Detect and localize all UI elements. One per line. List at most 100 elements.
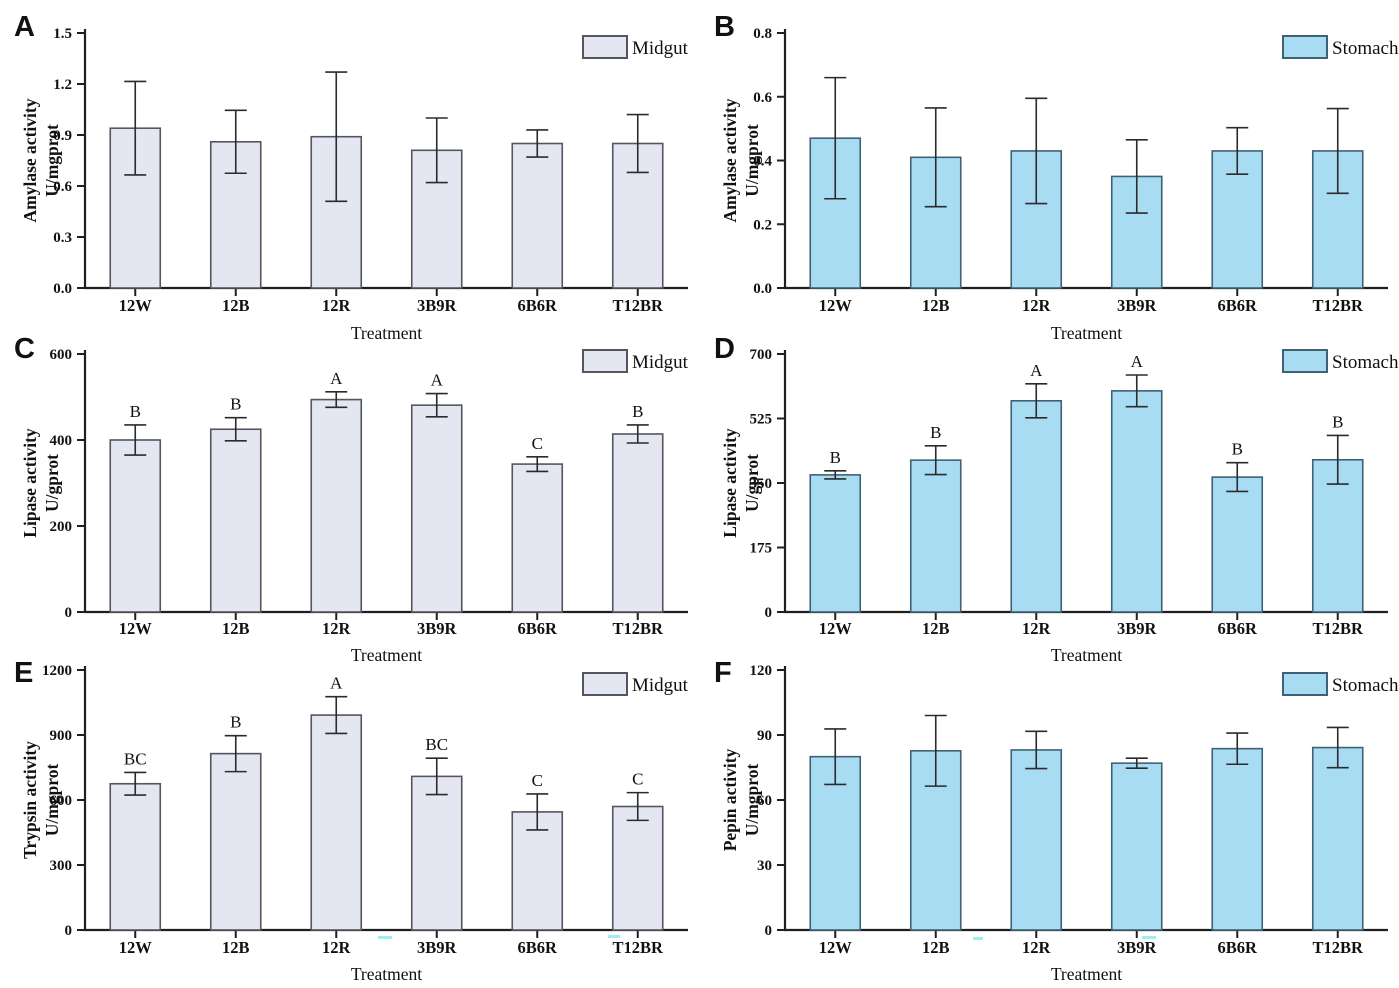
sig-letter-12B: B xyxy=(230,713,241,732)
x-tick-label: 6B6R xyxy=(1218,619,1259,638)
y-axis-label-line2: U/gprot xyxy=(42,454,62,512)
x-tick-label: 6B6R xyxy=(1218,296,1259,315)
error-bar-6B6R xyxy=(1226,126,1249,176)
x-axis-label: Treatment xyxy=(351,964,422,984)
y-tick-label: 0.9 xyxy=(53,128,72,144)
artifact-mark xyxy=(378,936,392,939)
error-bar-6B6R xyxy=(526,129,549,158)
error-bar-12B xyxy=(224,734,247,773)
x-tick-label: 12R xyxy=(1022,619,1052,638)
artifact-mark xyxy=(1142,936,1156,939)
bar-3B9R xyxy=(1110,762,1163,931)
bar-3B9R xyxy=(410,404,463,613)
bar-12B xyxy=(909,459,962,613)
y-axis-label-line1: Lipase activity xyxy=(20,428,40,538)
y-tick-label: 525 xyxy=(750,412,773,428)
error-bar-12R xyxy=(325,391,348,409)
y-tick-label: 0.8 xyxy=(753,26,772,42)
y-axis-label-line2: U/mgprot xyxy=(742,764,762,837)
y-tick-label: 600 xyxy=(50,793,73,809)
error-bar-3B9R xyxy=(1125,138,1148,214)
y-tick-label: 600 xyxy=(50,347,73,363)
x-tick-label: 12B xyxy=(222,938,250,957)
legend-label: Midgut xyxy=(632,38,689,59)
bar-12R xyxy=(310,714,363,931)
artifact-mark xyxy=(608,935,620,938)
sig-letter-T12BR: B xyxy=(1332,412,1343,431)
legend-label: Stomach xyxy=(1332,38,1399,59)
y-tick-label: 60 xyxy=(757,793,772,809)
error-bar-T12BR xyxy=(626,424,649,444)
x-tick-label: 12B xyxy=(222,619,250,638)
panel-E: E 0 300 600 900 1200 Trypsin activity U/mgprot B… xyxy=(14,657,689,984)
sig-letter-6B6R: C xyxy=(532,434,543,453)
error-bar-12W xyxy=(124,80,147,176)
x-tick-label: 6B6R xyxy=(518,619,559,638)
y-tick-label: 0 xyxy=(765,605,773,621)
panel-B: B 0.0 0.2 0.4 0.6 0.8 Amylase activity U/mgprot… xyxy=(714,11,1399,343)
error-bar-12R xyxy=(325,695,348,735)
x-tick-label: T12BR xyxy=(613,296,665,315)
y-tick-label: 1200 xyxy=(42,663,72,679)
error-bar-12B xyxy=(924,444,947,476)
sig-letter-12W: BC xyxy=(124,749,147,768)
x-tick-label: 12W xyxy=(819,619,853,638)
panel-letter: E xyxy=(14,657,33,689)
sig-letter-12R: A xyxy=(330,674,343,693)
x-tick-label: 12W xyxy=(119,938,153,957)
error-bar-12R xyxy=(325,71,348,203)
x-axis-label: Treatment xyxy=(351,323,422,343)
sig-letter-6B6R: C xyxy=(532,771,543,790)
panel-D: D 0 175 350 525 700 Lipase activity U/gprot B 12W… xyxy=(714,333,1399,665)
x-tick-label: T12BR xyxy=(1313,619,1365,638)
y-tick-label: 300 xyxy=(50,858,73,874)
error-bar-6B6R xyxy=(1226,732,1249,766)
bar-6B6R xyxy=(511,142,564,289)
bar-12W xyxy=(109,439,162,613)
y-tick-label: 0 xyxy=(65,605,73,621)
x-tick-label: 12W xyxy=(119,619,153,638)
error-bar-12B xyxy=(224,109,247,175)
sig-letter-T12BR: C xyxy=(632,770,643,789)
y-tick-label: 30 xyxy=(757,858,772,874)
error-bar-12W xyxy=(824,728,847,786)
x-axis-label: Treatment xyxy=(1051,645,1122,665)
error-bar-12R xyxy=(1025,383,1048,419)
error-bar-6B6R xyxy=(526,455,549,473)
bar-3B9R xyxy=(410,775,463,931)
sig-letter-12B: B xyxy=(230,395,241,414)
error-bar-12W xyxy=(124,424,147,456)
bar-T12BR xyxy=(611,805,664,931)
bar-12R xyxy=(1010,749,1063,931)
y-tick-label: 0.6 xyxy=(753,90,772,106)
error-bar-12W xyxy=(124,771,147,796)
x-tick-label: T12BR xyxy=(1313,296,1365,315)
x-axis-label: Treatment xyxy=(1051,964,1122,984)
sig-letter-3B9R: A xyxy=(1131,352,1144,371)
bar-6B6R xyxy=(1211,476,1264,613)
bar-T12BR xyxy=(611,433,664,613)
x-tick-label: 12B xyxy=(222,296,250,315)
bar-6B6R xyxy=(1211,747,1264,931)
legend-swatch xyxy=(582,672,628,696)
y-tick-label: 900 xyxy=(50,728,73,744)
legend-swatch xyxy=(1282,349,1328,373)
error-bar-3B9R xyxy=(425,757,448,796)
error-bar-12B xyxy=(224,416,247,442)
error-bar-3B9R xyxy=(1125,374,1148,408)
y-axis-label-line2: U/mgprot xyxy=(742,124,762,197)
sig-letter-12R: A xyxy=(330,369,343,388)
x-axis-label: Treatment xyxy=(351,645,422,665)
legend-swatch xyxy=(1282,35,1328,59)
x-tick-label: 12R xyxy=(1022,296,1052,315)
error-bar-12B xyxy=(924,714,947,787)
error-bar-T12BR xyxy=(626,113,649,174)
y-tick-label: 90 xyxy=(757,728,772,744)
legend-label: Stomach xyxy=(1332,675,1399,696)
y-tick-label: 0.0 xyxy=(53,281,72,297)
panel-A: A 0.0 0.3 0.6 0.9 1.2 1.5 Amylase activity U/mgp… xyxy=(14,11,689,343)
bar-T12BR xyxy=(1311,746,1364,931)
error-bar-T12BR xyxy=(626,791,649,822)
error-bar-3B9R xyxy=(425,392,448,418)
